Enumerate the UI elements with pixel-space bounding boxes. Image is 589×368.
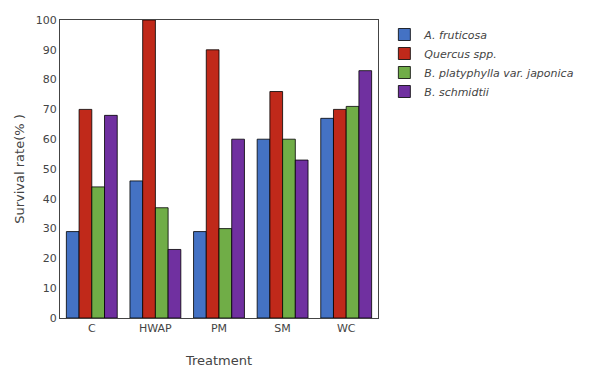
svg-text:50: 50 bbox=[43, 163, 57, 176]
svg-text:Treatment: Treatment bbox=[185, 353, 252, 368]
svg-text:Survival rate(% ): Survival rate(% ) bbox=[12, 114, 27, 224]
svg-text:80: 80 bbox=[43, 73, 57, 86]
svg-text:SM: SM bbox=[274, 322, 290, 335]
svg-text:10: 10 bbox=[43, 282, 57, 295]
svg-text:90: 90 bbox=[43, 44, 57, 57]
svg-text:WC: WC bbox=[337, 322, 356, 335]
svg-text:B. platyphylla var. japonica: B. platyphylla var. japonica bbox=[424, 67, 573, 80]
svg-text:0: 0 bbox=[50, 312, 57, 325]
svg-text:100: 100 bbox=[36, 14, 57, 27]
svg-text:70: 70 bbox=[43, 103, 57, 116]
svg-text:C: C bbox=[88, 322, 96, 335]
svg-text:A. fruticosa: A. fruticosa bbox=[423, 29, 487, 42]
svg-text:HWAP: HWAP bbox=[139, 322, 172, 335]
svg-text:20: 20 bbox=[43, 252, 57, 265]
svg-text:Quercus spp.: Quercus spp. bbox=[424, 48, 496, 61]
svg-text:PM: PM bbox=[211, 322, 227, 335]
svg-text:60: 60 bbox=[43, 133, 57, 146]
svg-text:30: 30 bbox=[43, 222, 57, 235]
svg-text:40: 40 bbox=[43, 193, 57, 206]
svg-text:B. schmidtii: B. schmidtii bbox=[424, 86, 488, 99]
